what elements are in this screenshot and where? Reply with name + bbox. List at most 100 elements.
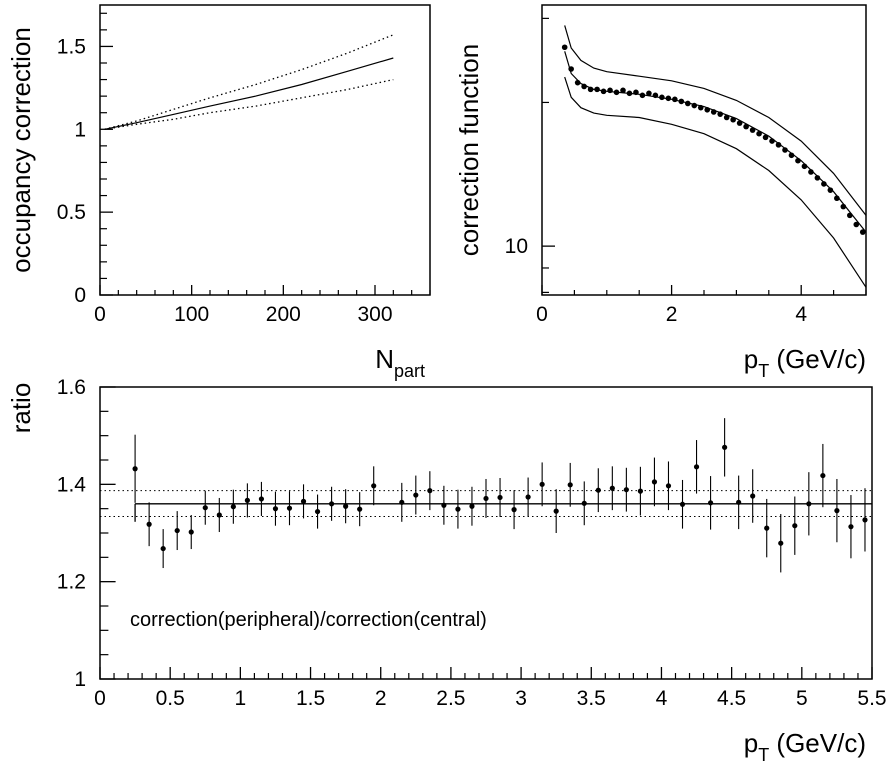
y-tick-label: 1.5 xyxy=(57,35,86,58)
data-point xyxy=(574,79,581,86)
data-point xyxy=(651,479,658,485)
x-tick-label: 5 xyxy=(796,687,808,710)
y-tick-label: 1 xyxy=(74,118,86,141)
x-tick-label: 3.5 xyxy=(577,687,606,710)
data-point xyxy=(862,517,868,523)
data-point xyxy=(160,545,166,552)
x-axis-label: pT (GeV/c) xyxy=(744,344,866,381)
data-point xyxy=(749,127,756,133)
data-point xyxy=(840,203,847,210)
y-axis-label: correction function xyxy=(454,44,484,256)
data-point xyxy=(455,506,461,512)
data-point xyxy=(795,157,801,164)
data-point xyxy=(792,523,798,529)
data-point xyxy=(581,500,587,506)
data-point xyxy=(639,92,646,99)
x-tick-label: 3 xyxy=(515,687,527,710)
x-axis-label: pT (GeV/c) xyxy=(744,728,866,762)
data-point xyxy=(693,464,700,470)
x-tick-label: 2 xyxy=(666,303,678,326)
data-point xyxy=(553,508,559,514)
data-point xyxy=(595,487,601,493)
data-point xyxy=(613,89,620,96)
data-point xyxy=(258,496,265,502)
ratio-panel: 0 0.5 1 1.5 2 2.5 3 3.5 4 4.5 5 5.5 1 1.2 1.4 1.6 correc… xyxy=(6,376,887,762)
data-point xyxy=(685,100,691,107)
x-tick-label: 0 xyxy=(536,303,548,326)
data-point xyxy=(827,187,834,193)
data-point xyxy=(717,111,723,117)
x-tick-label: 0 xyxy=(94,687,106,710)
data-point xyxy=(808,169,814,175)
data-point xyxy=(801,163,808,170)
data-point xyxy=(357,506,363,512)
data-point xyxy=(561,44,568,51)
fit-curve xyxy=(564,51,867,233)
data-point xyxy=(665,483,672,489)
data-point xyxy=(272,506,279,512)
data-point xyxy=(329,501,335,507)
x-tick-label: 4.5 xyxy=(717,687,746,710)
data-point xyxy=(600,88,607,95)
data-point xyxy=(244,497,250,503)
data-point xyxy=(399,499,405,505)
data-point xyxy=(821,181,827,187)
data-point xyxy=(174,527,180,534)
x-axis-label-part: N xyxy=(375,344,394,374)
data-point xyxy=(497,494,503,501)
correction-function-panel: 0 2 4 10 correction function pT (GeV/c) xyxy=(454,4,867,381)
y-axis-label: occupancy correction xyxy=(6,27,36,273)
x-axis-label-part: p xyxy=(744,728,758,758)
occupancy-correction-panel: 0 100 200 300 0 0.5 1 1.5 occupancy correction Np… xyxy=(6,4,431,381)
data-point xyxy=(652,92,659,99)
data-point xyxy=(769,138,775,144)
data-point xyxy=(847,212,853,219)
data-point xyxy=(469,503,475,509)
data-point xyxy=(678,98,685,105)
data-point xyxy=(413,492,419,498)
data-point xyxy=(820,472,826,479)
data-point xyxy=(736,499,742,505)
y-tick-label: 0.5 xyxy=(57,201,86,224)
band-curve-dotted xyxy=(104,78,394,130)
x-tick-label: 100 xyxy=(174,303,209,326)
data-point xyxy=(814,175,821,181)
data-point xyxy=(587,86,594,93)
x-tick-label: 4 xyxy=(656,687,668,710)
data-point xyxy=(788,152,795,159)
central-curve xyxy=(104,57,394,130)
data-point xyxy=(730,116,736,123)
y-axis-label: ratio xyxy=(6,383,36,434)
data-point xyxy=(806,501,812,507)
data-point xyxy=(834,508,840,514)
data-point xyxy=(525,494,531,500)
data-point xyxy=(594,86,600,93)
data-point xyxy=(483,495,489,502)
data-point xyxy=(568,66,574,72)
plot-frame xyxy=(99,4,431,296)
x-axis-label-part-suffix: (GeV/c) xyxy=(769,344,866,374)
data-point xyxy=(146,521,152,527)
data-point xyxy=(722,444,728,450)
data-point xyxy=(343,503,349,509)
x-axis-label-part-sub: T xyxy=(758,361,769,381)
x-axis-label-part-sub: part xyxy=(394,361,425,381)
data-point xyxy=(848,524,854,530)
x-tick-label: 4 xyxy=(795,303,807,326)
data-point xyxy=(607,87,613,94)
data-point xyxy=(623,487,629,493)
data-point xyxy=(300,498,307,504)
x-axis-label-part: p xyxy=(744,344,758,374)
data-point xyxy=(216,512,222,518)
data-point xyxy=(665,95,672,102)
y-tick-label: 1 xyxy=(74,668,86,691)
data-point xyxy=(679,501,686,507)
data-point xyxy=(620,87,626,94)
plot-frame xyxy=(99,386,873,680)
data-point xyxy=(371,483,377,489)
data-point xyxy=(736,120,743,126)
data-point xyxy=(691,102,698,109)
data-point xyxy=(230,504,236,510)
data-point xyxy=(756,130,762,137)
